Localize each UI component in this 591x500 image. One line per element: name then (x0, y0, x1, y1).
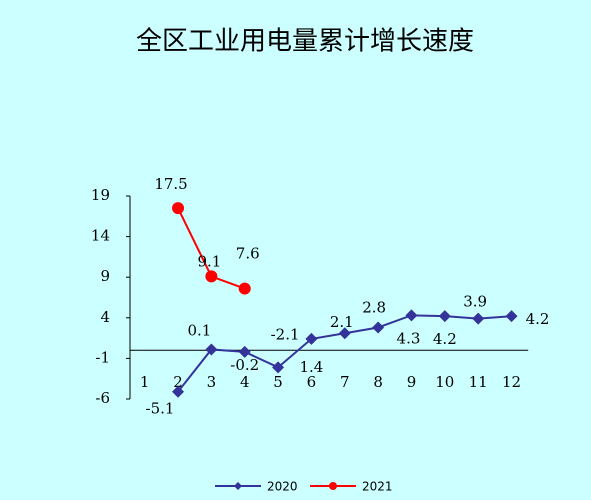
x-tick-label: 2 (173, 373, 183, 391)
data-label: 4.3 (397, 329, 421, 347)
legend-label: 2021 (362, 480, 393, 494)
data-label: -2.1 (271, 325, 300, 343)
marker (438, 310, 451, 323)
marker (505, 310, 518, 323)
data-label: 3.9 (463, 293, 487, 311)
x-tick-label: 1 (140, 373, 150, 391)
x-tick-label: 12 (502, 373, 521, 391)
legend-marker (234, 482, 242, 490)
marker (238, 282, 251, 295)
marker (405, 309, 418, 322)
legend-marker (329, 482, 337, 490)
x-tick-label: 4 (240, 373, 250, 391)
data-label: 2.1 (330, 313, 354, 331)
marker (272, 361, 285, 374)
y-tick-label: 9 (100, 267, 110, 285)
data-label: -5.1 (146, 400, 175, 418)
y-tick-label: -6 (95, 389, 110, 407)
data-label: 2.8 (362, 299, 386, 317)
marker (338, 327, 351, 340)
legend-label: 2020 (267, 480, 298, 494)
x-tick-label: 10 (435, 373, 454, 391)
marker (372, 321, 385, 334)
y-tick-label: -1 (95, 348, 110, 366)
data-label: 9.1 (197, 252, 221, 270)
chart-title: 全区工业用电量累计增长速度 (136, 27, 474, 57)
data-label: 7.6 (236, 245, 260, 263)
x-tick-label: 8 (373, 373, 383, 391)
marker (172, 202, 185, 215)
x-tick-label: 11 (469, 373, 488, 391)
data-label: 4.2 (526, 310, 550, 328)
x-tick-label: 9 (407, 373, 417, 391)
marker (172, 385, 185, 398)
marker (205, 270, 218, 283)
data-label: -0.2 (230, 356, 259, 374)
data-label: 1.4 (299, 358, 323, 376)
y-tick-label: 4 (100, 308, 110, 326)
x-tick-label: 3 (207, 373, 217, 391)
marker (472, 312, 485, 325)
marker (238, 345, 251, 358)
y-tick-label: 14 (91, 227, 110, 245)
x-tick-label: 6 (307, 373, 317, 391)
marker (305, 332, 318, 345)
data-label: 17.5 (154, 175, 187, 193)
data-label: 4.2 (433, 330, 457, 348)
data-label: 0.1 (187, 321, 211, 339)
x-tick-label: 5 (273, 373, 283, 391)
y-tick-label: 19 (91, 186, 110, 204)
marker (205, 343, 218, 356)
x-tick-label: 7 (340, 373, 350, 391)
